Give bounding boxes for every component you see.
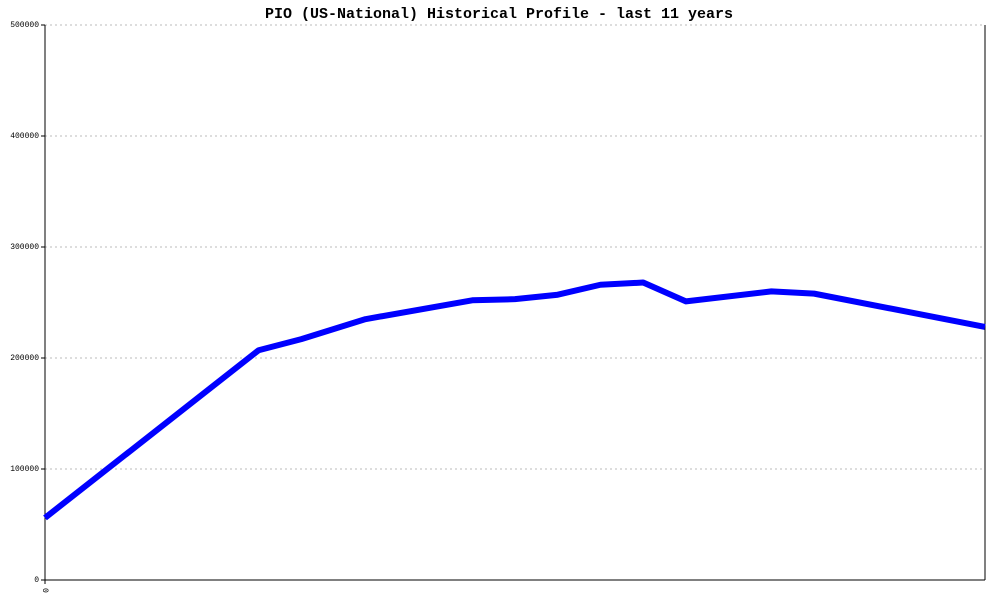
y-tick-label: 0: [34, 576, 39, 585]
y-tick-label: 200000: [10, 354, 39, 363]
y-tick-label: 400000: [10, 132, 39, 141]
y-tick-label: 500000: [10, 21, 39, 30]
data-line: [43, 279, 986, 521]
x-tick-label: 0: [40, 588, 49, 593]
y-tick-label: 300000: [10, 243, 39, 252]
chart-title: PIO (US-National) Historical Profile - l…: [265, 6, 733, 23]
y-tick-label: 100000: [10, 465, 39, 474]
